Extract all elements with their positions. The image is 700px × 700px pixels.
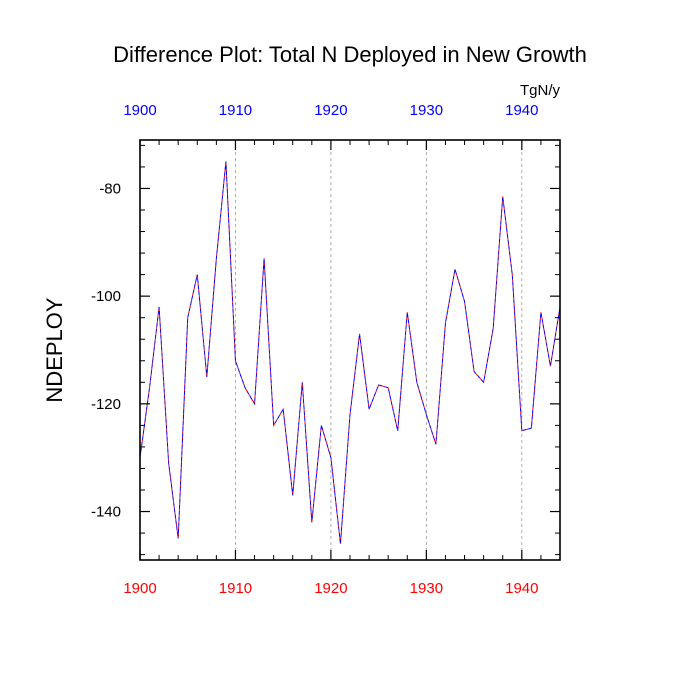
- x-tick-label-bottom: 1940: [505, 580, 538, 597]
- label-layer: 1900 1900 1910 1910 1920 1920 1930 1930 1940 1940…: [91, 102, 539, 597]
- x-tick-label-top: 1910: [219, 102, 252, 119]
- y-tick-label: -80: [99, 180, 121, 197]
- y-tick-label: -100: [91, 288, 121, 305]
- x-tick-label-bottom: 1920: [314, 580, 347, 597]
- series-line-blue: [139, 161, 561, 544]
- x-tick-label-top: 1930: [410, 102, 443, 119]
- series-line-red: [139, 161, 561, 544]
- x-tick-label-bottom: 1900: [123, 580, 156, 597]
- plot-frame: [139, 139, 561, 561]
- tick-layer: [139, 140, 561, 560]
- x-tick-label-top: 1920: [314, 102, 347, 119]
- y-tick-label: -120: [91, 396, 121, 413]
- grid-layer: [235, 140, 523, 560]
- y-axis-label: NDEPLOY: [42, 297, 67, 402]
- y-tick-label: -140: [91, 504, 121, 521]
- chart-title: Difference Plot: Total N Deployed in New…: [113, 42, 587, 67]
- line-layer: [139, 161, 561, 544]
- units-label: TgN/y: [520, 82, 561, 99]
- x-tick-label-bottom: 1910: [219, 580, 252, 597]
- x-tick-label-top: 1940: [505, 102, 538, 119]
- x-tick-label-top: 1900: [123, 102, 156, 119]
- x-tick-label-bottom: 1930: [410, 580, 443, 597]
